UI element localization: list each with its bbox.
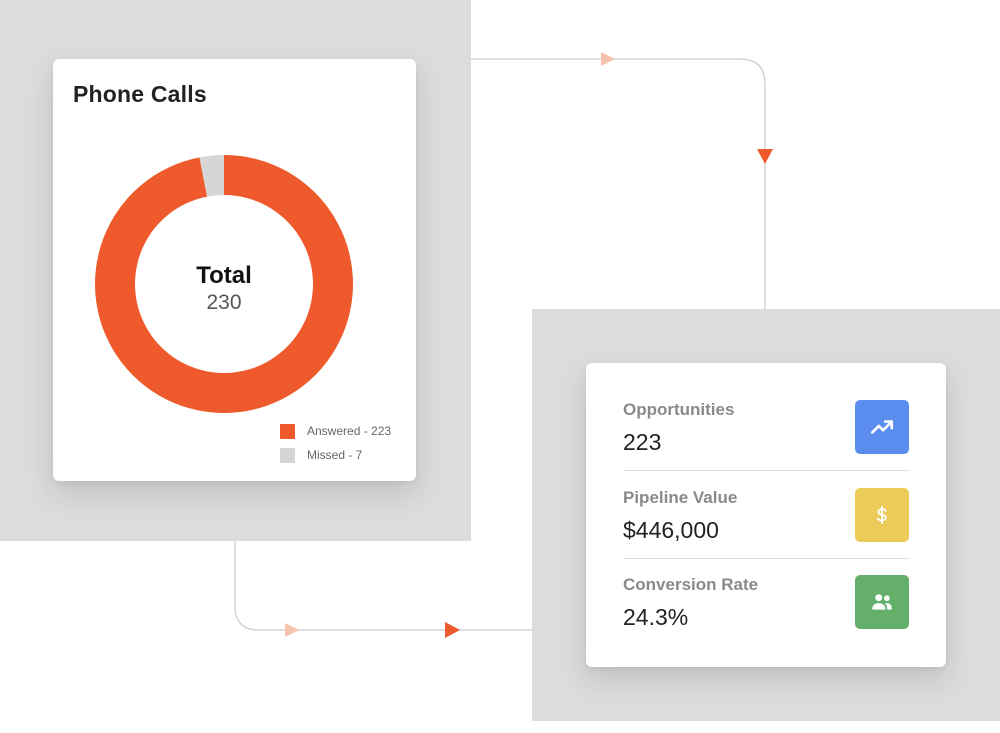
trending-up-icon: [855, 400, 909, 454]
phone-calls-card: Phone Calls Total 230 Answered - 223 Mis…: [53, 59, 416, 481]
chart-legend: Answered - 223 Missed - 7: [280, 419, 391, 467]
dollar-icon: [855, 488, 909, 542]
metrics-card: Opportunities 223 Pipeline Value $446,00…: [586, 363, 946, 667]
arrow-right-light-top: [601, 52, 615, 66]
donut-slice-missed: [199, 155, 224, 197]
metric-label: Opportunities: [623, 400, 735, 419]
metric-pipeline-value: Pipeline Value $446,000: [623, 451, 909, 543]
metric-conversion-rate: Conversion Rate 24.3%: [623, 538, 909, 630]
legend-item-missed: Missed - 7: [280, 443, 391, 467]
donut-center: Total 230: [174, 262, 274, 316]
legend-item-answered: Answered - 223: [280, 419, 391, 443]
metric-divider: [623, 558, 909, 559]
arrow-down-accent: [757, 149, 773, 164]
legend-label-answered: Answered - 223: [307, 424, 392, 438]
arrow-right-light-bottom: [285, 623, 299, 637]
donut-slice-answered: [94, 155, 354, 413]
metric-label: Conversion Rate: [623, 575, 759, 594]
arrow-right-accent: [445, 622, 460, 638]
metric-value: 24.3%: [623, 604, 689, 630]
metric-value: 223: [623, 429, 662, 455]
top-connector-line: [471, 58, 766, 309]
legend-swatch-missed: [280, 447, 295, 463]
users-icon: [855, 575, 909, 629]
legend-swatch-answered: [280, 423, 295, 439]
metric-label: Pipeline Value: [623, 488, 738, 507]
legend-label-missed: Missed - 7: [307, 448, 363, 462]
metric-value: $446,000: [623, 517, 719, 543]
metric-divider: [623, 470, 909, 471]
donut-center-value: 230: [206, 291, 242, 314]
donut-center-label: Total: [196, 262, 252, 289]
donut-chart: [94, 155, 354, 413]
bottom-connector-line: [234, 541, 532, 631]
metric-opportunities: Opportunities 223: [623, 363, 909, 455]
card-title: Phone Calls: [73, 81, 207, 107]
